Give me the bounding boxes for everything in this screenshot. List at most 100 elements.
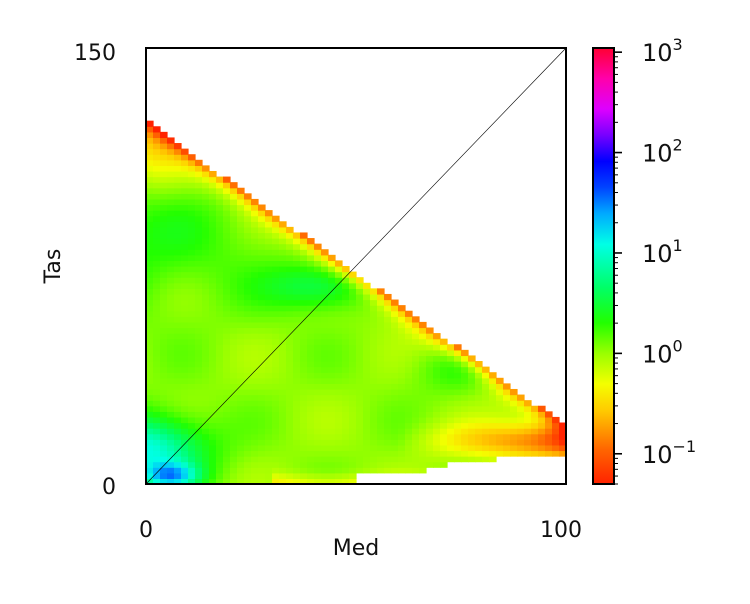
heatmap-cell — [279, 271, 287, 278]
heatmap-cell — [552, 428, 560, 435]
heatmap-cell — [405, 388, 413, 396]
heatmap-cell — [440, 349, 448, 357]
heatmap-cell — [230, 450, 238, 457]
heatmap-cell — [209, 266, 217, 273]
heatmap-cell — [321, 394, 329, 401]
heatmap-cell — [216, 254, 224, 262]
heatmap-cell — [356, 428, 364, 435]
heatmap-cell — [230, 333, 238, 340]
heatmap-cell — [279, 221, 287, 228]
heatmap-cell — [258, 344, 266, 351]
heatmap-cell — [286, 249, 294, 256]
heatmap-cell — [307, 366, 315, 373]
heatmap-cell — [160, 349, 168, 357]
heatmap-cell — [146, 271, 154, 278]
heatmap-cell — [146, 472, 154, 480]
heatmap-cell — [314, 288, 322, 295]
heatmap-cell — [265, 277, 273, 284]
heatmap-cell — [370, 327, 378, 334]
heatmap-cell — [153, 467, 161, 474]
heatmap-cell — [181, 450, 189, 457]
heatmap-cell — [384, 388, 392, 396]
heatmap-cell — [328, 377, 336, 384]
heatmap-cell — [433, 461, 441, 468]
heatmap-cell — [293, 321, 301, 329]
heatmap-cell — [174, 165, 182, 172]
heatmap-cell — [223, 405, 231, 412]
heatmap-cell — [419, 416, 427, 424]
heatmap-cell — [286, 377, 294, 384]
heatmap-cell — [258, 221, 266, 228]
heatmap-cell — [538, 444, 546, 452]
heatmap-cell — [461, 444, 469, 452]
heatmap-cell — [181, 433, 189, 440]
heatmap-cell — [279, 299, 287, 306]
heatmap-cell — [426, 444, 434, 452]
heatmap-cell — [258, 338, 266, 345]
heatmap-cell — [307, 333, 315, 340]
heatmap-cell — [433, 405, 441, 412]
heatmap-cell — [314, 355, 322, 362]
heatmap-cell — [342, 293, 350, 301]
heatmap-cell — [398, 422, 406, 429]
heatmap-cell — [328, 321, 336, 329]
heatmap-cell — [181, 165, 189, 172]
heatmap-cell — [223, 327, 231, 334]
heatmap-cell — [307, 361, 315, 368]
heatmap-cell — [188, 204, 196, 211]
heatmap-cell — [321, 411, 329, 418]
heatmap-cell — [202, 182, 210, 189]
heatmap-cell — [335, 472, 343, 480]
heatmap-cell — [167, 433, 175, 440]
heatmap-cell — [433, 333, 441, 340]
heatmap-cell — [335, 266, 343, 273]
heatmap-cell — [153, 433, 161, 440]
heatmap-cell — [160, 198, 168, 206]
heatmap-cell — [335, 327, 343, 334]
heatmap-cell — [300, 394, 308, 401]
heatmap-cell — [412, 400, 420, 407]
heatmap-cell — [258, 472, 266, 480]
heatmap-cell — [272, 338, 280, 345]
heatmap-cell — [307, 461, 315, 468]
heatmap-cell — [461, 450, 469, 457]
heatmap-cell — [202, 204, 210, 211]
heatmap-cell — [510, 450, 518, 457]
heatmap-cell — [251, 444, 259, 452]
heatmap-cell — [174, 372, 182, 379]
heatmap-cell — [412, 377, 420, 384]
heatmap-cell — [167, 254, 175, 262]
heatmap-cell — [244, 344, 252, 351]
heatmap-cell — [188, 450, 196, 457]
heatmap-cell — [216, 355, 224, 362]
heatmap-cell — [384, 461, 392, 468]
heatmap-cell — [314, 249, 322, 256]
heatmap-cell — [160, 444, 168, 452]
heatmap-cell — [496, 416, 504, 424]
heatmap-cell — [230, 461, 238, 468]
heatmap-cell — [377, 321, 385, 329]
heatmap-cell — [195, 428, 203, 435]
heatmap-cell — [433, 450, 441, 457]
heatmap-cell — [412, 366, 420, 373]
heatmap-cell — [356, 349, 364, 357]
heatmap-cell — [146, 428, 154, 435]
heatmap-cell — [258, 316, 266, 323]
heatmap-cell — [321, 361, 329, 368]
heatmap-cell — [202, 266, 210, 273]
heatmap-cell — [307, 344, 315, 351]
heatmap-cell — [524, 411, 532, 418]
heatmap-cell — [251, 215, 259, 222]
heatmap-cell — [258, 282, 266, 289]
heatmap-cell — [307, 450, 315, 457]
heatmap-cell — [440, 355, 448, 362]
heatmap-cell — [188, 361, 196, 368]
heatmap-cell — [286, 310, 294, 317]
heatmap-cell — [356, 433, 364, 440]
heatmap-cell — [223, 260, 231, 267]
heatmap-cell — [251, 238, 259, 245]
heatmap-cell — [258, 243, 266, 250]
heatmap-cell — [510, 405, 518, 412]
heatmap-cell — [181, 282, 189, 289]
heatmap-cell — [265, 232, 273, 239]
